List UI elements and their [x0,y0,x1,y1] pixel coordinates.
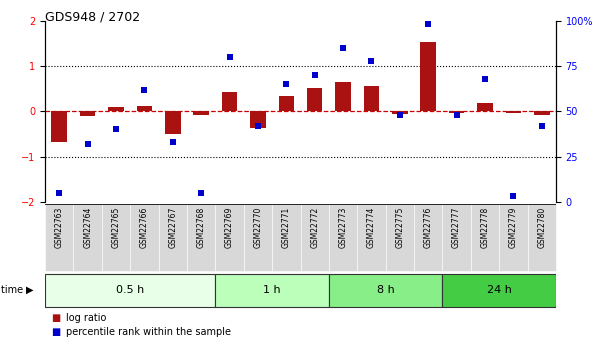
Point [225,54,234,60]
Text: GSM22771: GSM22771 [282,207,291,248]
Bar [80,111,96,116]
Text: ■: ■ [51,313,60,323]
Text: GSM22776: GSM22776 [424,207,433,248]
Point [55,190,64,196]
Bar [528,204,556,271]
Bar [471,204,499,271]
Text: GSM22764: GSM22764 [83,207,92,248]
Text: GSM22774: GSM22774 [367,207,376,248]
Bar [215,274,329,307]
Text: GSM22772: GSM22772 [310,207,319,248]
Bar [534,111,549,115]
Point [83,141,93,147]
Bar [52,111,67,142]
Text: GSM22778: GSM22778 [480,207,489,248]
Text: GSM22766: GSM22766 [140,207,149,248]
Text: 1 h: 1 h [263,285,281,295]
Text: 0.5 h: 0.5 h [116,285,144,295]
Bar [392,111,407,114]
Bar [442,204,471,271]
Text: GSM22777: GSM22777 [452,207,461,248]
Bar [272,204,300,271]
Text: log ratio: log ratio [66,313,106,323]
Text: ▶: ▶ [26,285,34,295]
Bar [73,204,102,271]
Text: GSM22769: GSM22769 [225,207,234,248]
Point [139,87,149,92]
Bar [136,106,152,111]
Bar [499,204,528,271]
Point [310,72,320,78]
Point [281,81,291,87]
Point [168,139,178,145]
Point [253,123,263,129]
Bar [278,96,294,111]
Text: GSM22773: GSM22773 [338,207,347,248]
Bar [165,111,180,134]
Text: GSM22763: GSM22763 [55,207,64,248]
Bar [130,204,159,271]
Bar [307,88,323,111]
Bar [108,107,124,111]
Bar [421,42,436,111]
Bar [102,204,130,271]
Point [452,112,462,118]
Point [197,190,206,196]
Text: GSM22765: GSM22765 [112,207,121,248]
Bar [159,204,187,271]
Text: GSM22779: GSM22779 [509,207,518,248]
Bar [505,111,521,113]
Bar [357,204,386,271]
Point [424,22,433,27]
Bar [244,204,272,271]
Bar [335,82,351,111]
Point [395,112,404,118]
Point [480,76,490,81]
Text: percentile rank within the sample: percentile rank within the sample [66,327,231,337]
Text: time: time [1,285,26,295]
Text: GSM22780: GSM22780 [537,207,546,248]
Bar [477,103,493,111]
Bar [194,111,209,115]
Bar [300,204,329,271]
Bar [364,86,379,111]
Bar [222,92,237,111]
Point [367,58,376,63]
Bar [386,204,414,271]
Bar [329,204,357,271]
Text: ■: ■ [51,327,60,337]
Bar [329,274,442,307]
Bar [250,111,266,128]
Bar [187,204,215,271]
Text: GSM22767: GSM22767 [168,207,177,248]
Text: 24 h: 24 h [487,285,511,295]
Text: 8 h: 8 h [377,285,394,295]
Bar [45,204,73,271]
Bar [45,274,215,307]
Text: GSM22768: GSM22768 [197,207,206,248]
Point [508,194,518,199]
Bar [414,204,442,271]
Point [338,45,348,51]
Bar [449,111,465,113]
Bar [215,204,244,271]
Text: GSM22770: GSM22770 [254,207,263,248]
Point [111,127,121,132]
Text: GDS948 / 2702: GDS948 / 2702 [45,10,140,23]
Text: GSM22775: GSM22775 [395,207,404,248]
Point [537,123,546,129]
Bar [442,274,556,307]
